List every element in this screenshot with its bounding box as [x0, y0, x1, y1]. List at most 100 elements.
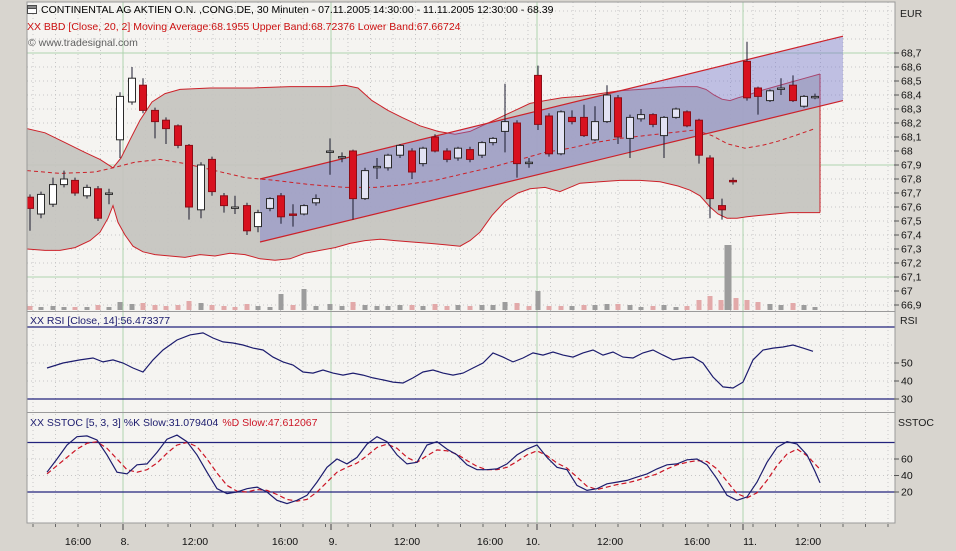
- volume-bar: [455, 305, 461, 310]
- volume-bar: [186, 301, 192, 310]
- candle-body: [408, 150, 416, 173]
- volume-bar: [490, 305, 496, 310]
- volume-bar: [61, 307, 67, 310]
- rsi-chart-surface[interactable]: [27, 313, 895, 412]
- candle-body: [162, 119, 170, 130]
- sstoc-axis-unit: SSTOC: [898, 417, 934, 429]
- volume-bar: [718, 300, 724, 310]
- candle-body: [197, 164, 205, 211]
- time-tick-label: 12:00: [597, 536, 623, 548]
- candle-body: [672, 108, 680, 118]
- candle-body: [766, 90, 774, 102]
- volume-bar: [502, 302, 508, 310]
- volume-bar: [673, 307, 679, 310]
- volume-bar: [812, 307, 818, 310]
- candle-body: [489, 137, 497, 144]
- volume-bar: [339, 306, 345, 310]
- bollinger-lower-line: [27, 179, 820, 261]
- trend-channel-upper-line: [259, 35, 844, 180]
- price-tick-label: 67,5: [901, 216, 922, 228]
- candle-body: [743, 60, 751, 99]
- chart-window-icon[interactable]: [27, 5, 37, 14]
- candle-body: [384, 154, 392, 169]
- candle-body: [568, 116, 576, 123]
- sstoc-k-line: [46, 434, 821, 505]
- price-tick-label: 66,9: [901, 300, 922, 312]
- volume-bar: [546, 306, 552, 310]
- axis-layer: 68,7 68,6 68,5 68,4 68,3 68,2 68,1 68 67,9 67,8 67…: [32, 48, 922, 548]
- candle-body: [454, 147, 462, 159]
- time-tick-label: 12:00: [795, 536, 821, 548]
- volume-bar: [535, 291, 541, 310]
- volume-bar: [175, 305, 181, 310]
- candle-body: [800, 95, 808, 107]
- candle-body: [208, 158, 216, 193]
- sstoc-k-label: XX SSTOC [5, 3, 3] %K Slow:31.079404: [30, 417, 219, 429]
- volume-bar: [163, 306, 169, 310]
- price-tick-label: 67,2: [901, 258, 922, 270]
- volume-bar: [733, 298, 739, 310]
- price-tick-label: 67,4: [901, 230, 922, 242]
- bollinger-indicator-label: XX BBD [Close, 20, 2] Moving Average:68.…: [27, 21, 461, 33]
- candle-body: [557, 111, 565, 155]
- rsi-tick-label: 40: [901, 376, 913, 388]
- volume-bar: [140, 303, 146, 310]
- trend-channel-lower-line: [259, 100, 844, 243]
- candle-body: [289, 213, 297, 216]
- time-tick-label: 16:00: [272, 536, 298, 548]
- volume-bar: [444, 306, 450, 310]
- volume-bar: [801, 305, 807, 310]
- candle-body: [373, 165, 381, 169]
- candle-body: [116, 95, 124, 141]
- volume-bar: [744, 300, 750, 310]
- volume-bar: [778, 305, 784, 310]
- sstoc-pane: [27, 413, 895, 523]
- candle-body: [60, 178, 68, 186]
- candle-body: [443, 150, 451, 160]
- volume-bar: [232, 307, 238, 310]
- price-tick-label: 68,1: [901, 132, 922, 144]
- price-tick-label: 68,7: [901, 48, 922, 60]
- volume-bar: [696, 300, 702, 310]
- rsi-axis-unit: RSI: [900, 315, 918, 327]
- candle-body: [706, 157, 714, 200]
- candle-body: [266, 198, 274, 209]
- candle-body: [139, 84, 147, 111]
- volume-bar: [397, 305, 403, 310]
- rsi-pane: [27, 313, 895, 412]
- price-tick-label: 68,6: [901, 62, 922, 74]
- candle-body: [312, 198, 320, 204]
- volume-bar: [638, 307, 644, 310]
- volume-bar: [724, 245, 732, 310]
- main-pane: [27, 35, 844, 310]
- sstoc-indicator-label: XX SSTOC [5, 3, 3] %K Slow:31.079404 %D S…: [30, 417, 318, 429]
- candle-body: [525, 161, 533, 165]
- candle-body: [71, 179, 79, 194]
- volume-bar: [650, 306, 656, 310]
- volume-bar: [374, 306, 380, 310]
- volume-bar: [117, 302, 123, 310]
- candle-body: [220, 195, 228, 207]
- candle-body: [431, 136, 439, 152]
- volume-bar: [50, 306, 56, 310]
- candle-body: [83, 186, 91, 197]
- candle-body: [243, 205, 251, 232]
- time-tick-label: 8.: [121, 536, 130, 548]
- sstoc-chart-surface[interactable]: [27, 413, 895, 523]
- candle-body: [128, 77, 136, 103]
- volume-bar: [84, 307, 90, 310]
- volume-bar: [350, 302, 356, 310]
- rsi-indicator-label: XX RSI [Close, 14]:56.473377: [30, 315, 171, 327]
- tradesignal-watermark: © www.tradesignal.com: [28, 37, 138, 49]
- candle-body: [718, 205, 726, 211]
- volume-bar: [615, 304, 621, 310]
- sstoc-tick-label: 60: [901, 454, 913, 466]
- volume-bar: [327, 304, 333, 310]
- candle-body: [94, 188, 102, 219]
- volume-bar: [558, 306, 564, 310]
- time-tick-label: 12:00: [182, 536, 208, 548]
- price-tick-label: 67,9: [901, 160, 922, 172]
- price-tick-label: 67,7: [901, 188, 922, 200]
- candle-body: [349, 150, 357, 200]
- volume-bar: [526, 306, 532, 310]
